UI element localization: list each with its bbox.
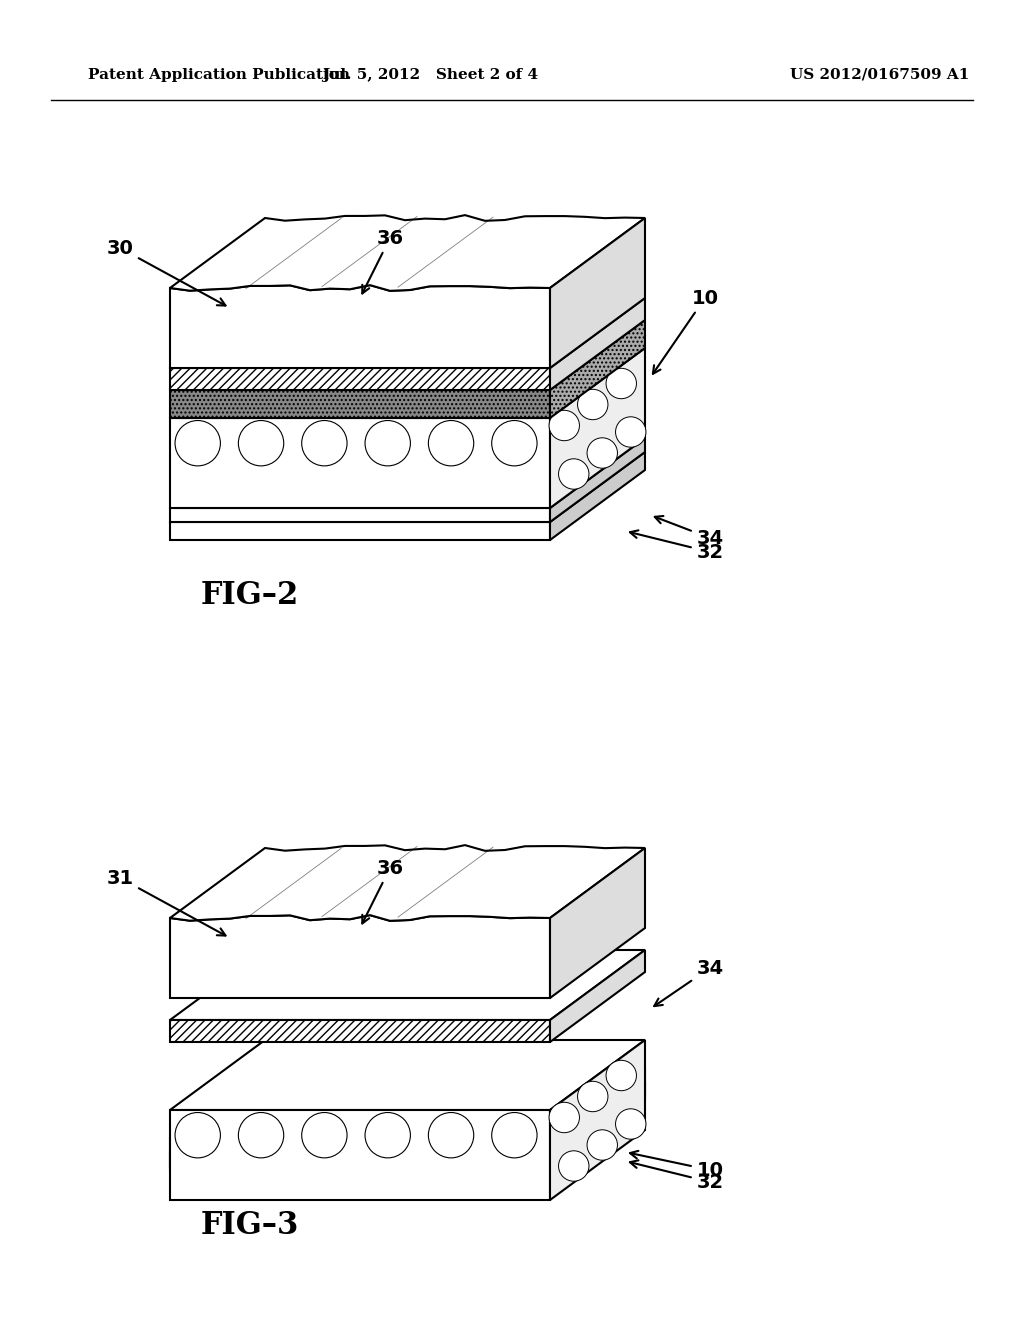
Text: 10: 10 bbox=[630, 1151, 724, 1180]
Circle shape bbox=[606, 1060, 637, 1090]
Circle shape bbox=[239, 1113, 284, 1158]
Polygon shape bbox=[170, 915, 550, 998]
Text: US 2012/0167509 A1: US 2012/0167509 A1 bbox=[790, 69, 970, 82]
Polygon shape bbox=[550, 950, 645, 1041]
Circle shape bbox=[365, 421, 411, 466]
Text: 32: 32 bbox=[630, 531, 724, 561]
Text: FIG–3: FIG–3 bbox=[201, 1209, 299, 1241]
Text: 32: 32 bbox=[630, 1160, 724, 1192]
Polygon shape bbox=[550, 847, 645, 998]
Circle shape bbox=[558, 1151, 589, 1181]
Circle shape bbox=[578, 389, 608, 420]
Circle shape bbox=[549, 411, 580, 441]
Polygon shape bbox=[550, 319, 645, 418]
Text: 34: 34 bbox=[654, 516, 724, 548]
Polygon shape bbox=[170, 451, 645, 521]
Polygon shape bbox=[170, 298, 645, 368]
Polygon shape bbox=[170, 1040, 645, 1110]
Circle shape bbox=[587, 1130, 617, 1160]
Polygon shape bbox=[550, 298, 645, 389]
Polygon shape bbox=[550, 348, 645, 508]
Polygon shape bbox=[170, 1068, 645, 1138]
Polygon shape bbox=[550, 438, 645, 521]
Polygon shape bbox=[170, 1082, 645, 1152]
Text: 36: 36 bbox=[362, 228, 403, 293]
Text: 34: 34 bbox=[654, 958, 724, 1006]
Polygon shape bbox=[550, 451, 645, 540]
Polygon shape bbox=[170, 845, 645, 921]
Circle shape bbox=[175, 421, 220, 466]
Circle shape bbox=[302, 1113, 347, 1158]
Circle shape bbox=[578, 1081, 608, 1111]
Polygon shape bbox=[170, 368, 550, 389]
Polygon shape bbox=[170, 319, 645, 389]
Polygon shape bbox=[170, 1020, 550, 1041]
Polygon shape bbox=[170, 438, 645, 508]
Circle shape bbox=[428, 1113, 474, 1158]
Circle shape bbox=[615, 417, 646, 447]
Circle shape bbox=[239, 421, 284, 466]
Circle shape bbox=[365, 1113, 411, 1158]
Text: FIG–2: FIG–2 bbox=[201, 579, 299, 610]
Polygon shape bbox=[550, 1082, 645, 1170]
Text: Patent Application Publication: Patent Application Publication bbox=[88, 69, 350, 82]
Polygon shape bbox=[170, 508, 550, 521]
Polygon shape bbox=[550, 1040, 645, 1200]
Circle shape bbox=[175, 1113, 220, 1158]
Polygon shape bbox=[170, 389, 550, 418]
Text: 36: 36 bbox=[362, 858, 403, 924]
Text: Jul. 5, 2012   Sheet 2 of 4: Jul. 5, 2012 Sheet 2 of 4 bbox=[322, 69, 538, 82]
Circle shape bbox=[558, 459, 589, 490]
Circle shape bbox=[302, 421, 347, 466]
Text: 10: 10 bbox=[653, 289, 719, 374]
Polygon shape bbox=[170, 950, 645, 1020]
Polygon shape bbox=[170, 348, 645, 418]
Circle shape bbox=[492, 421, 537, 466]
Circle shape bbox=[549, 1102, 580, 1133]
Text: 30: 30 bbox=[106, 239, 225, 305]
Circle shape bbox=[587, 438, 617, 469]
Circle shape bbox=[615, 1109, 646, 1139]
Circle shape bbox=[428, 421, 474, 466]
Polygon shape bbox=[170, 521, 550, 540]
Polygon shape bbox=[170, 285, 550, 368]
Circle shape bbox=[606, 368, 637, 399]
Polygon shape bbox=[170, 418, 550, 508]
Polygon shape bbox=[170, 1110, 550, 1200]
Text: 31: 31 bbox=[106, 869, 225, 936]
Polygon shape bbox=[170, 1138, 550, 1166]
Polygon shape bbox=[550, 1068, 645, 1166]
Circle shape bbox=[492, 1113, 537, 1158]
Polygon shape bbox=[170, 1152, 550, 1170]
Polygon shape bbox=[550, 218, 645, 368]
Polygon shape bbox=[170, 215, 645, 290]
